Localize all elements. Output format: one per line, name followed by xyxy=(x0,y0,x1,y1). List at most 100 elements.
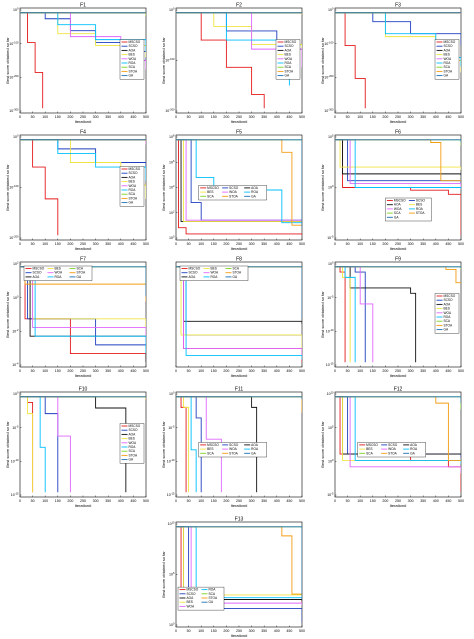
x-axis-label: Iteration# xyxy=(231,503,248,508)
x-tick-label: 400 xyxy=(118,115,124,119)
x-tick-label: 50 xyxy=(187,115,191,119)
legend-label: WOA xyxy=(187,604,195,608)
legend-label: STOA xyxy=(229,451,238,455)
legend-label: SCSO xyxy=(129,171,139,175)
x-tick-label: 300 xyxy=(249,115,255,119)
x-tick-label: 200 xyxy=(382,369,388,373)
y-axis-label: Best score obtained so far xyxy=(320,291,325,338)
x-tick-label: 350 xyxy=(261,629,267,633)
x-tick-label: 0 xyxy=(175,115,177,119)
x-tick-label: 150 xyxy=(55,499,61,503)
x-axis-label: Iteration# xyxy=(231,119,248,124)
x-tick-label: 50 xyxy=(31,115,35,119)
panel-title: F3 xyxy=(395,3,401,9)
y-axis-label: Best score obtained so far xyxy=(161,551,166,598)
panel-f6: F6 0 50 100 150 200 250 300 350 400 450 500 105 100 10… xyxy=(320,130,464,252)
legend-label: STOA xyxy=(129,453,138,457)
y-tick-label: 105 xyxy=(328,134,334,140)
x-tick-label: 500 xyxy=(143,369,149,373)
y-tick-label: 10-200 xyxy=(9,74,19,80)
x-tick-label: 100 xyxy=(357,242,363,246)
x-tick-label: 500 xyxy=(458,115,464,119)
legend-label: MSCSO xyxy=(129,167,141,171)
panel-f7: F7 0 50 100 150 200 250 300 350 400 450 500 102 100 10… xyxy=(5,257,149,379)
panel-f5: F5 0 50 100 150 200 250 300 350 400 450 500 108 106 10… xyxy=(161,130,305,252)
y-tick-label: 100 xyxy=(13,134,19,140)
y-tick-label: 10-5 xyxy=(327,492,334,498)
x-tick-label: 150 xyxy=(211,242,217,246)
legend-label: GA xyxy=(394,215,399,219)
legend-label: SCA xyxy=(129,192,136,196)
x-tick-label: 100 xyxy=(42,499,48,503)
y-axis-label: Best score obtained so far xyxy=(161,164,166,211)
x-tick-label: 300 xyxy=(408,115,414,119)
legend-label: SCSO xyxy=(416,199,426,203)
x-tick-label: 50 xyxy=(31,242,35,246)
x-tick-label: 500 xyxy=(458,369,464,373)
series-line-ga xyxy=(335,396,461,404)
x-tick-label: 450 xyxy=(130,242,136,246)
legend-label: WOA xyxy=(129,57,137,61)
legend: MSCSO ROA SCSO SCA AOA STOA BES GA WOA xyxy=(177,586,225,611)
legend-label: BES xyxy=(55,267,61,271)
x-tick-label: 100 xyxy=(198,499,204,503)
x-tick-label: 500 xyxy=(143,242,149,246)
legend-label: WOA xyxy=(229,447,237,451)
legend-label: AOA xyxy=(129,175,137,179)
x-tick-label: 100 xyxy=(198,242,204,246)
plot-frame xyxy=(175,521,303,628)
legend-label: ROA xyxy=(251,190,259,194)
y-tick-label: 10-200 xyxy=(165,108,175,114)
y-tick-label: 100 xyxy=(328,261,334,267)
legend-label: MSCSO xyxy=(207,186,219,190)
x-tick-label: 300 xyxy=(93,369,99,373)
legend-label: BES xyxy=(211,267,217,271)
legend-label: SCA xyxy=(285,65,292,69)
y-tick-label: 10-100 xyxy=(165,57,175,63)
x-tick-label: 0 xyxy=(334,499,336,503)
legend-label: AOA xyxy=(189,275,197,279)
legend-label: SCA xyxy=(394,211,401,215)
y-tick-label: 10-10 xyxy=(326,328,334,334)
legend-label: AOA xyxy=(129,432,137,436)
x-tick-label: 200 xyxy=(67,369,73,373)
legend-label: STOA xyxy=(444,323,453,327)
x-tick-label: 150 xyxy=(370,242,376,246)
y-axis-label: Best score obtained so far xyxy=(5,421,10,468)
y-tick-label: 100 xyxy=(13,294,19,300)
legend-label: ROA xyxy=(129,61,137,65)
x-tick-label: 250 xyxy=(80,499,86,503)
x-tick-label: 100 xyxy=(42,369,48,373)
legend-label: AOA xyxy=(129,48,137,52)
x-tick-label: 400 xyxy=(433,115,439,119)
x-tick-label: 100 xyxy=(42,115,48,119)
y-tick-label: 100 xyxy=(169,391,175,397)
x-tick-label: 450 xyxy=(445,242,451,246)
x-tick-label: 400 xyxy=(433,369,439,373)
x-axis-label: Iteration# xyxy=(390,503,407,508)
y-tick-label: 10-200 xyxy=(9,235,19,241)
panel-f4: F4 0 50 100 150 200 250 300 350 400 450 500 100 10-10… xyxy=(5,130,149,252)
legend-box xyxy=(385,197,432,222)
x-axis-label: Iteration# xyxy=(231,633,248,638)
legend-label: ROA xyxy=(129,445,137,449)
x-tick-label: 250 xyxy=(80,115,86,119)
legend-label: SCSO xyxy=(33,271,43,275)
x-axis-label: Iteration# xyxy=(75,119,92,124)
y-axis-label: Best score obtained so far xyxy=(161,37,166,84)
x-tick-label: 450 xyxy=(286,242,292,246)
legend-label: MSCSO xyxy=(189,267,201,271)
x-tick-label: 450 xyxy=(445,369,451,373)
x-tick-label: 450 xyxy=(130,115,136,119)
y-tick-label: 10-4 xyxy=(12,362,19,368)
y-tick-label: 104 xyxy=(169,184,175,190)
y-axis-label: Best score obtained so far xyxy=(5,291,10,338)
x-tick-label: 350 xyxy=(420,499,426,503)
legend-label: AOA xyxy=(394,203,402,207)
x-tick-label: 50 xyxy=(346,499,350,503)
legend-label: STOA xyxy=(285,69,294,73)
